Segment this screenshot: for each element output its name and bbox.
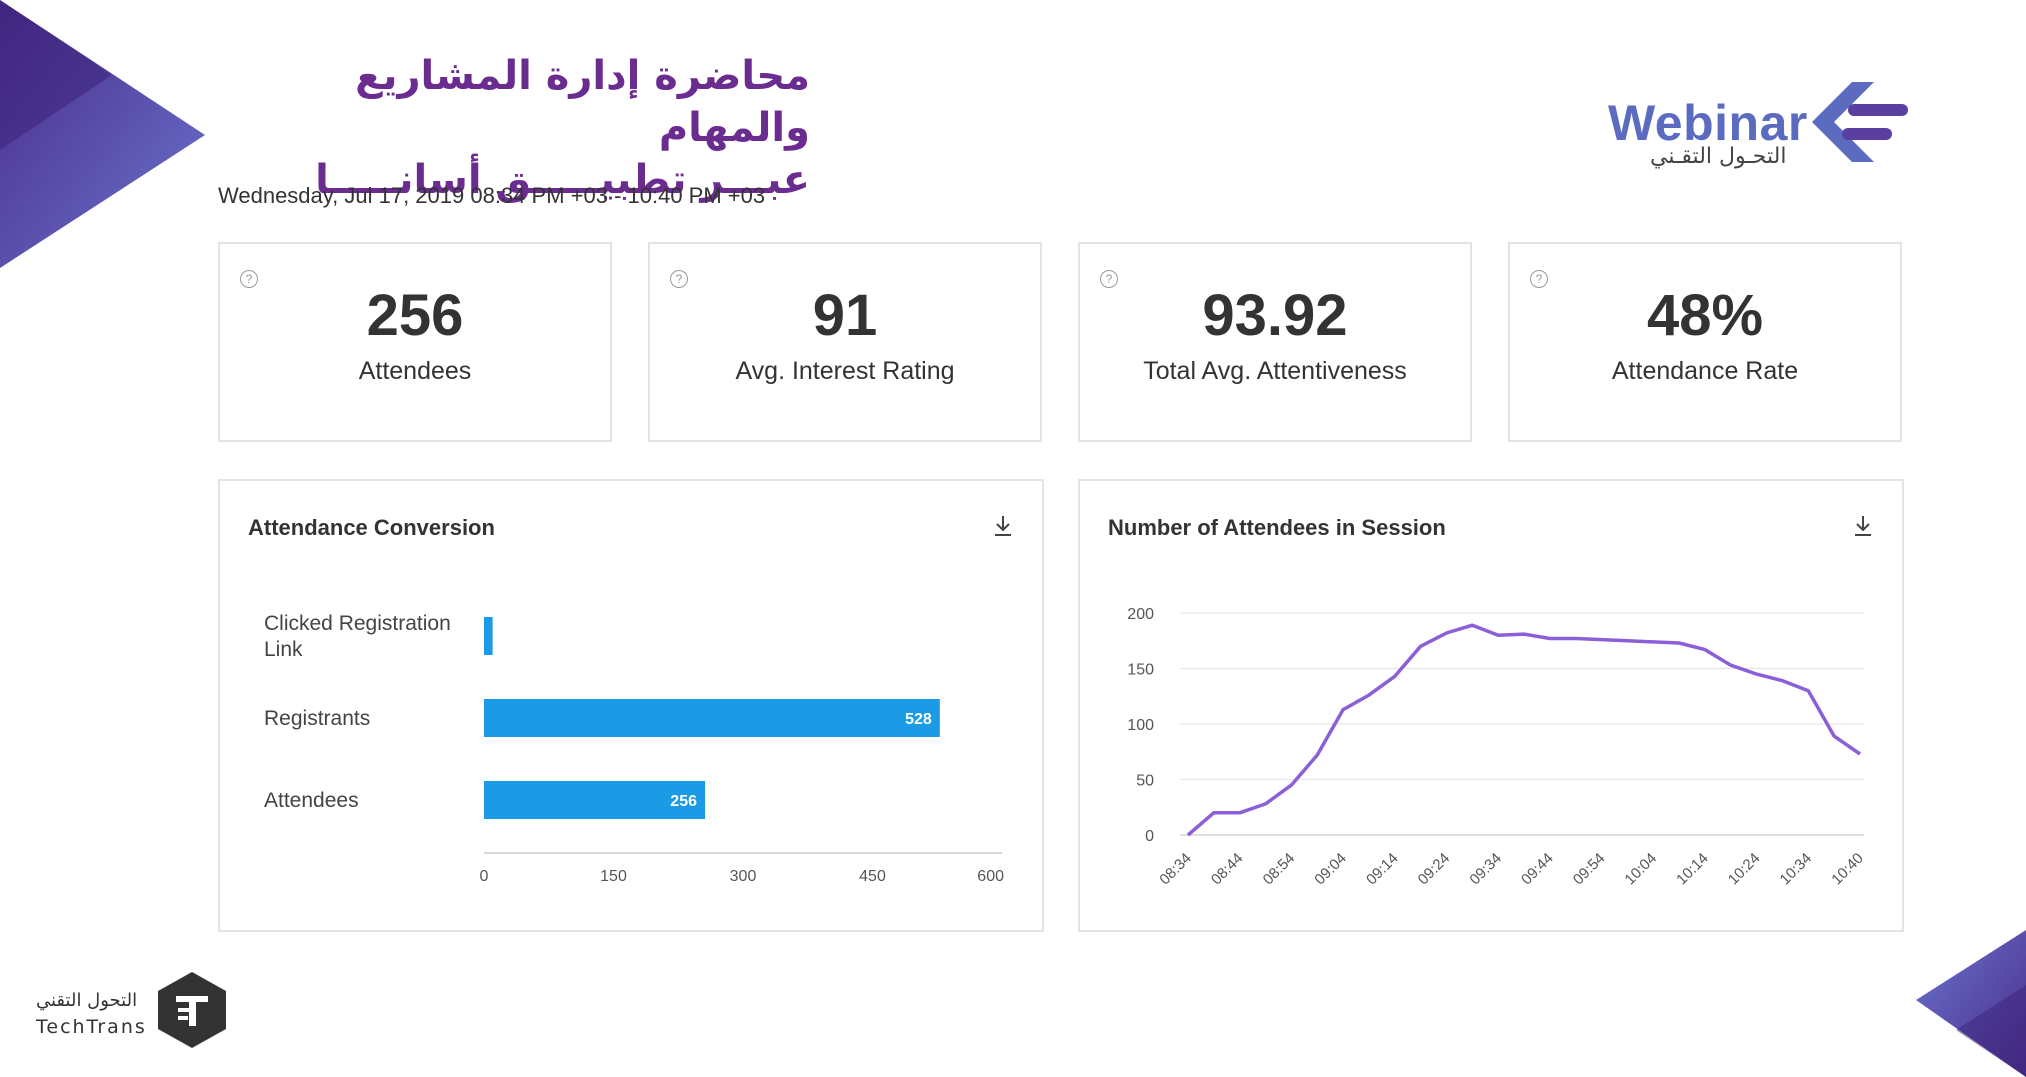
page-title: محاضرة إدارة المشاريع والمهام عبـــر تطب…	[200, 50, 810, 206]
bar-category-label: Link	[264, 638, 303, 661]
x-tick-label: 09:04	[1311, 850, 1350, 889]
help-icon[interactable]: ?	[670, 270, 688, 288]
x-tick-label: 150	[600, 868, 627, 885]
stat-label: Attendance Rate	[1611, 357, 1799, 385]
y-tick-label: 200	[1127, 606, 1154, 623]
y-tick-label: 0	[1145, 828, 1154, 845]
x-tick-label: 300	[730, 868, 757, 885]
x-tick-label: 450	[859, 868, 886, 885]
y-tick-label: 100	[1127, 717, 1154, 734]
bar	[484, 781, 706, 819]
y-tick-label: 150	[1127, 662, 1154, 679]
x-tick-label: 08:44	[1208, 850, 1247, 889]
stat-card-interest-rating: ? 91 Avg. Interest Rating	[648, 242, 1042, 442]
x-tick-label: 10:24	[1725, 850, 1764, 889]
x-tick-label: 600	[977, 868, 1004, 885]
bar	[484, 617, 493, 655]
download-icon[interactable]	[992, 513, 1014, 539]
panel-title: Attendance Conversion	[248, 515, 495, 540]
panel-title: Number of Attendees in Session	[1108, 515, 1446, 540]
stat-label: Avg. Interest Rating	[735, 357, 955, 385]
techtrans-logo-icon	[158, 972, 226, 1048]
download-icon[interactable]	[1852, 513, 1874, 539]
stat-value: 93.92	[1202, 283, 1348, 348]
x-tick-label: 09:14	[1363, 850, 1402, 889]
bottom-right-decoration	[1916, 930, 2026, 1077]
x-tick-label: 10:34	[1777, 850, 1816, 889]
stat-value: 48%	[1646, 283, 1764, 348]
webinar-logo: Webinar التحـول التقـني	[1600, 78, 1920, 169]
x-tick-label: 10:04	[1621, 850, 1660, 889]
x-tick-label: 0	[480, 868, 489, 885]
attendance-conversion-chart: Clicked Registration Link Registrants 528 At…	[264, 612, 1004, 885]
bar-data-label: 528	[905, 711, 932, 728]
attendees-in-session-panel: Number of Attendees in Session 0 50 100 150…	[1078, 479, 1904, 932]
techtrans-logo-arabic: التحول التقني	[36, 990, 138, 1011]
attendees-in-session-chart: 0 50 100 150 200 08:34 08:44 08:54 09:04 09:14 09:…	[1127, 606, 1867, 889]
x-tick-label: 08:54	[1260, 850, 1299, 889]
x-tick-label: 10:40	[1828, 850, 1867, 889]
x-tick-label: 09:24	[1415, 850, 1454, 889]
stat-card-attendees: ? 256 Attendees	[218, 242, 612, 442]
attendance-conversion-panel: Attendance Conversion Clicked Registrati…	[218, 479, 1044, 932]
x-tick-label: 09:54	[1570, 850, 1609, 889]
bar-data-label: 256	[670, 793, 697, 810]
top-left-decoration	[0, 0, 205, 268]
x-tick-label: 09:44	[1518, 850, 1557, 889]
bar-category-label: Attendees	[264, 789, 359, 812]
y-tick-label: 50	[1136, 773, 1154, 790]
x-tick-label: 10:14	[1673, 850, 1712, 889]
webinar-logo-icon	[1812, 82, 1908, 162]
bar	[484, 699, 940, 737]
stat-value: 256	[366, 283, 464, 348]
title-line-2: عبـــر تطبيـــــق أسانـــــا	[315, 157, 810, 203]
session-date-range: Wednesday, Jul 17, 2019 08:34 PM +03 - 1…	[218, 183, 766, 208]
help-icon[interactable]: ?	[1100, 270, 1118, 288]
attendees-series-line	[1186, 623, 1861, 837]
x-tick-label: 08:34	[1156, 850, 1195, 889]
stat-label: Total Avg. Attentiveness	[1143, 357, 1407, 385]
stat-card-attendance-rate: ? 48% Attendance Rate	[1508, 242, 1902, 442]
stat-card-attentiveness: ? 93.92 Total Avg. Attentiveness	[1078, 242, 1472, 442]
stat-label: Attendees	[358, 357, 472, 385]
help-icon[interactable]: ?	[1530, 270, 1548, 288]
help-icon[interactable]: ?	[240, 270, 258, 288]
bar-category-label: Registrants	[264, 707, 370, 730]
webinar-logo-arabic: التحـول التقـني	[1650, 144, 1787, 169]
techtrans-logo-text: TechTrans	[36, 1016, 147, 1038]
title-line-1: محاضرة إدارة المشاريع والمهام	[355, 53, 810, 151]
stat-value: 91	[812, 283, 878, 348]
x-tick-label: 09:34	[1466, 850, 1505, 889]
bar-category-label: Clicked Registration	[264, 612, 451, 635]
webinar-logo-word: Webinar	[1608, 95, 1808, 151]
